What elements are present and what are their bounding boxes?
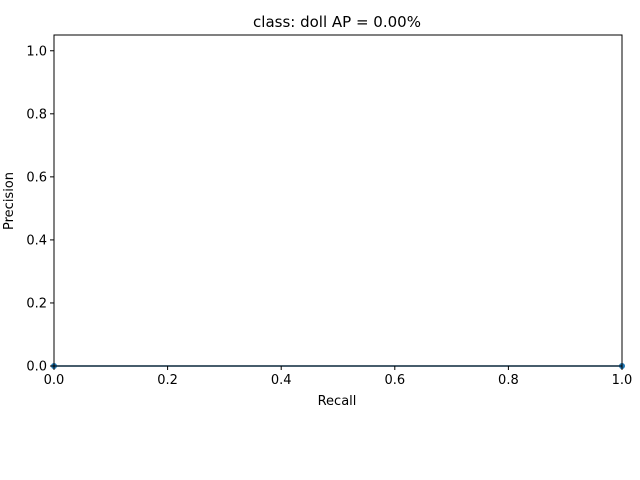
x-tick-label: 1.0: [612, 373, 633, 388]
x-tick-label: 0.0: [44, 373, 65, 388]
y-tick-label: 0.4: [26, 233, 47, 248]
y-tick-label: 1.0: [26, 44, 47, 59]
y-tick-label: 0.2: [26, 296, 47, 311]
x-tick-label: 0.8: [498, 373, 519, 388]
y-tick-label: 0.8: [26, 107, 47, 122]
x-axis: 0.0 0.2 0.4 0.6 0.8 1.0: [44, 366, 633, 388]
y-axis-label: Precision: [2, 172, 17, 230]
plot-frame: [53, 34, 623, 367]
x-tick-label: 0.2: [157, 373, 178, 388]
x-tick-label: 0.6: [384, 373, 405, 388]
y-tick-label: 0.0: [26, 360, 47, 375]
chart-title: class: doll AP = 0.00%: [253, 13, 421, 31]
y-axis: 0.0 0.2 0.4 0.6 0.8 1.0: [26, 44, 54, 375]
x-axis-label: Recall: [318, 394, 357, 409]
x-tick-label: 0.4: [271, 373, 292, 388]
y-tick-label: 0.6: [26, 170, 47, 185]
